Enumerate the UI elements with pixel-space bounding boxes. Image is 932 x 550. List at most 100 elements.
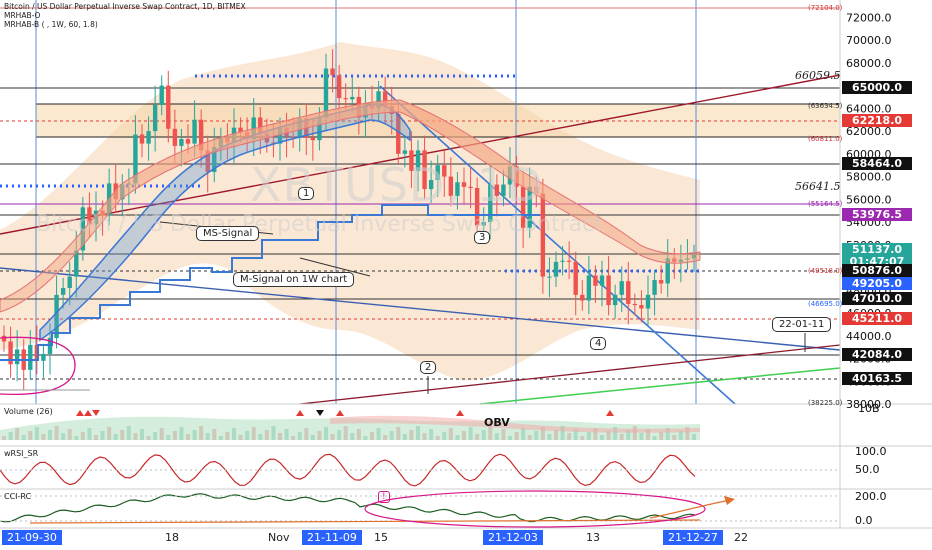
candle-body — [540, 193, 546, 277]
candle-body — [442, 165, 447, 177]
candle-body — [553, 261, 559, 277]
volume-bar — [560, 426, 565, 440]
candle-body — [461, 182, 467, 187]
cci-arrow — [649, 499, 731, 519]
candle-body — [527, 186, 532, 228]
vol-marker — [76, 410, 84, 416]
volume-bar — [291, 436, 296, 440]
label-55164: (55164.5) — [808, 200, 843, 208]
candle-body — [172, 128, 178, 146]
volume-bar — [619, 434, 624, 440]
volume-bar — [140, 429, 144, 440]
candle-body — [192, 119, 197, 144]
candle-body — [198, 119, 204, 151]
candle-body — [14, 349, 20, 365]
volume-bar — [606, 431, 611, 440]
candle-body — [8, 341, 13, 365]
candle-body — [547, 276, 552, 278]
label-49518: (49518.0) — [808, 267, 843, 275]
volume-bar — [28, 431, 33, 440]
volume-bar — [573, 429, 578, 440]
label-38225: (38225.0) — [808, 399, 843, 407]
candle-body — [626, 281, 631, 304]
y-tick-label: 70000.0 — [846, 34, 892, 47]
candle-body — [67, 276, 72, 289]
x-label-13: 13 — [586, 531, 600, 544]
volume-bar — [383, 435, 388, 440]
wrsi-axis-50: 50.0 — [855, 463, 880, 476]
candle-body — [376, 91, 381, 109]
candle-body — [290, 136, 296, 138]
volume-bar — [2, 436, 6, 440]
obv-red-band — [330, 415, 700, 433]
x-date-box-1: 21-09-30 — [2, 530, 62, 545]
volume-bar — [54, 426, 59, 440]
y-tick-label: 56000.0 — [846, 193, 892, 206]
volume-bar — [389, 431, 394, 440]
volume-bar — [310, 435, 315, 440]
x-label-nov: Nov — [268, 531, 290, 544]
volume-bar — [685, 427, 690, 440]
candle-body — [494, 184, 500, 196]
volume-bar — [593, 428, 598, 440]
volume-pane-title: Volume (26) — [4, 407, 53, 416]
price-tag: 40163.5 — [842, 372, 912, 385]
candle-body — [87, 207, 92, 225]
wrsi-pane-title: wRSI_SR — [4, 449, 39, 458]
vol-marker — [606, 410, 614, 416]
candle-body — [205, 150, 210, 173]
wrsi-line — [0, 453, 696, 487]
volume-bar — [527, 435, 532, 440]
volume-bar — [284, 429, 289, 440]
candle-body — [580, 294, 585, 301]
volume-bar — [376, 428, 381, 440]
volume-bar — [488, 426, 493, 440]
volume-bar — [324, 427, 328, 440]
volume-bar — [514, 432, 519, 440]
volume-bar — [448, 428, 453, 440]
candle-body — [60, 288, 66, 295]
volume-bar — [442, 432, 447, 440]
volume-bar — [402, 434, 407, 440]
volume-bar — [271, 426, 276, 440]
volume-bar — [179, 427, 184, 440]
fib-label-56641: 56641.5 — [795, 180, 841, 193]
volume-bar — [186, 434, 190, 440]
candle-body — [185, 139, 191, 144]
candle-body — [277, 127, 283, 144]
volume-bar — [665, 428, 670, 440]
volume-bar — [468, 427, 473, 440]
volume-bar — [534, 431, 539, 440]
candle-body — [317, 117, 322, 141]
candle-body — [474, 187, 480, 226]
volume-bar — [330, 434, 335, 440]
price-tag: 65000.0 — [842, 81, 912, 94]
cci-line — [0, 493, 696, 523]
volume-bar — [120, 430, 125, 440]
volume-bar — [639, 433, 644, 440]
volume-bar — [87, 428, 92, 440]
x-date-box-2: 21-11-09 — [302, 530, 362, 545]
watermark-name: Bitcoin / US Dollar Perpetual Inverse Sw… — [36, 212, 603, 237]
x-label-18: 18 — [165, 531, 179, 544]
trendline-descending — [379, 85, 736, 405]
volume-bar — [540, 427, 545, 440]
volume-bar — [133, 433, 138, 440]
volume-bar — [304, 428, 309, 440]
candle-body — [212, 147, 217, 173]
volume-bar — [501, 429, 506, 440]
cci-trend — [29, 519, 701, 524]
volume-bar — [21, 435, 26, 440]
candle-body — [619, 281, 624, 295]
volume-bar — [672, 435, 677, 440]
volume-bar — [646, 429, 650, 440]
candle-body — [665, 258, 670, 284]
candle-body — [488, 184, 493, 223]
volume-bar — [113, 434, 118, 440]
candle-body — [645, 294, 651, 309]
wave-label-1: 1 — [298, 187, 315, 200]
volume-bar — [126, 426, 131, 440]
volume-bar — [172, 431, 177, 440]
volume-bar — [692, 434, 696, 440]
